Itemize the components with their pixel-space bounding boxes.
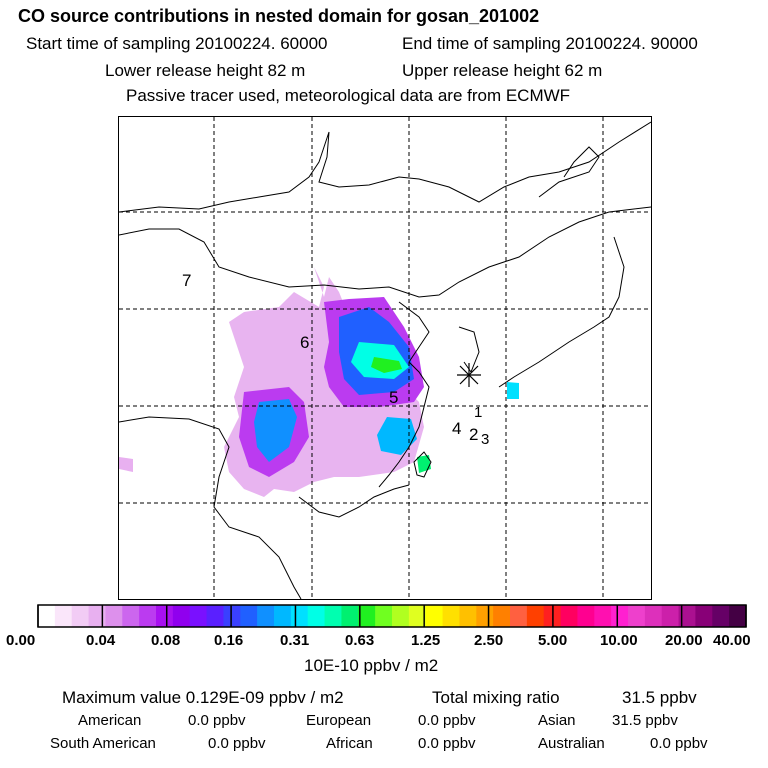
map-canvas: 7 6 5 4 1 2 3 — [119, 117, 651, 599]
plume-west-fringe — [119, 457, 133, 472]
legend-color-cell — [189, 605, 208, 627]
legend-color-cell — [560, 605, 578, 627]
plume-max-north — [371, 357, 402, 373]
point-label-1: 1 — [474, 404, 482, 421]
point-label-5: 5 — [389, 388, 398, 407]
legend-color-cell — [240, 605, 258, 627]
end-time-label: End time of sampling 20100224. 90000 — [402, 34, 698, 53]
legend-color-cell — [493, 605, 511, 627]
australian-label: Australian — [538, 735, 605, 752]
point-label-7: 7 — [182, 271, 191, 290]
legend-tick-label-8: 5.00 — [538, 632, 568, 649]
legend-color-cell — [510, 605, 528, 627]
concentration-field — [119, 267, 519, 497]
european-label: European — [306, 712, 372, 729]
coastlines — [119, 121, 651, 599]
legend-color-cell — [392, 605, 410, 627]
legend-tick-label-0: 0.00 — [6, 632, 36, 649]
asian-label: Asian — [538, 712, 576, 729]
american-label: American — [78, 712, 142, 729]
legend-unit-label: 10E-10 ppbv / m2 — [304, 656, 439, 675]
legend-color-cell — [307, 605, 326, 627]
legend-color-cell — [611, 605, 629, 627]
legend-color-cell — [88, 605, 106, 627]
point-label-6: 6 — [300, 333, 309, 352]
legend-tick-label-11: 40.00 — [713, 632, 751, 649]
legend-color-cell — [324, 605, 342, 627]
plume-southwest-core — [254, 399, 297, 462]
legend-color-cell — [54, 605, 73, 627]
point-label-4: 4 — [452, 419, 461, 438]
legend-color-cell — [712, 605, 730, 627]
legend-colorbar — [38, 605, 747, 627]
legend-color-cell — [105, 605, 123, 627]
point-label-2: 2 — [469, 425, 478, 444]
african-value: 0.0 ppbv — [418, 735, 476, 752]
color-legend — [37, 604, 747, 628]
total-mixing-value: 31.5 ppbv — [622, 688, 697, 707]
legend-tick-label-10: 20.00 — [665, 632, 703, 649]
legend-color-cell — [678, 605, 696, 627]
legend-color-cell — [375, 605, 393, 627]
tracer-note: Passive tracer used, meteorological data… — [126, 86, 571, 105]
legend-color-cell — [257, 605, 275, 627]
legend-color-cell — [442, 605, 460, 627]
legend-color-cell — [274, 605, 292, 627]
legend-color-cell — [206, 605, 224, 627]
legend-tick-label-4: 0.31 — [280, 632, 310, 649]
legend-color-cell — [425, 605, 444, 627]
legend-color-cell — [139, 605, 157, 627]
graticule — [119, 117, 651, 599]
legend-color-cell — [172, 605, 191, 627]
legend-tick-label-6: 1.25 — [411, 632, 441, 649]
legend-tick-label-1: 0.04 — [86, 632, 116, 649]
plume-japan-spot — [507, 382, 519, 399]
upper-release-height: Upper release height 62 m — [402, 61, 603, 80]
african-label: African — [326, 735, 373, 752]
legend-color-cell — [290, 605, 309, 627]
european-value: 0.0 ppbv — [418, 712, 476, 729]
legend-color-cell — [594, 605, 612, 627]
legend-color-cell — [341, 605, 359, 627]
asian-value: 31.5 ppbv — [612, 712, 678, 729]
legend-color-cell — [38, 605, 56, 627]
legend-color-cell — [122, 605, 140, 627]
legend-tick-label-5: 0.63 — [345, 632, 375, 649]
south-american-value: 0.0 ppbv — [208, 735, 266, 752]
legend-color-cell — [223, 605, 241, 627]
plot-title: CO source contributions in nested domain… — [18, 6, 540, 26]
max-value-label: Maximum value 0.129E-09 ppbv / m2 — [62, 688, 344, 707]
legend-color-cell — [577, 605, 595, 627]
legend-tick-label-2: 0.08 — [151, 632, 181, 649]
legend-color-cell — [71, 605, 90, 627]
american-value: 0.0 ppbv — [188, 712, 246, 729]
legend-color-cell — [459, 605, 477, 627]
legend-tick-label-9: 10.00 — [600, 632, 638, 649]
south-american-label: South American — [50, 735, 156, 752]
point-label-3: 3 — [481, 431, 489, 448]
legend-tick-label-7: 2.50 — [474, 632, 504, 649]
legend-color-cell — [628, 605, 646, 627]
legend-color-cell — [526, 605, 545, 627]
legend-color-cell — [408, 605, 427, 627]
map-frame: 7 6 5 4 1 2 3 — [118, 116, 652, 600]
legend-color-cell — [156, 605, 174, 627]
legend-color-cell — [644, 605, 663, 627]
legend-tick-label-3: 0.16 — [214, 632, 244, 649]
legend-ticks — [37, 604, 747, 628]
total-mixing-label: Total mixing ratio — [432, 688, 560, 707]
legend-color-cell — [358, 605, 376, 627]
legend-color-cell — [729, 605, 747, 627]
receptor-asterisk-icon — [457, 363, 481, 387]
australian-value: 0.0 ppbv — [650, 735, 708, 752]
start-time-label: Start time of sampling 20100224. 60000 — [26, 34, 328, 53]
legend-color-cell — [695, 605, 713, 627]
plume-southeast — [377, 417, 417, 455]
legend-color-cell — [661, 605, 680, 627]
lower-release-height: Lower release height 82 m — [105, 61, 306, 80]
legend-color-cell — [476, 605, 494, 627]
